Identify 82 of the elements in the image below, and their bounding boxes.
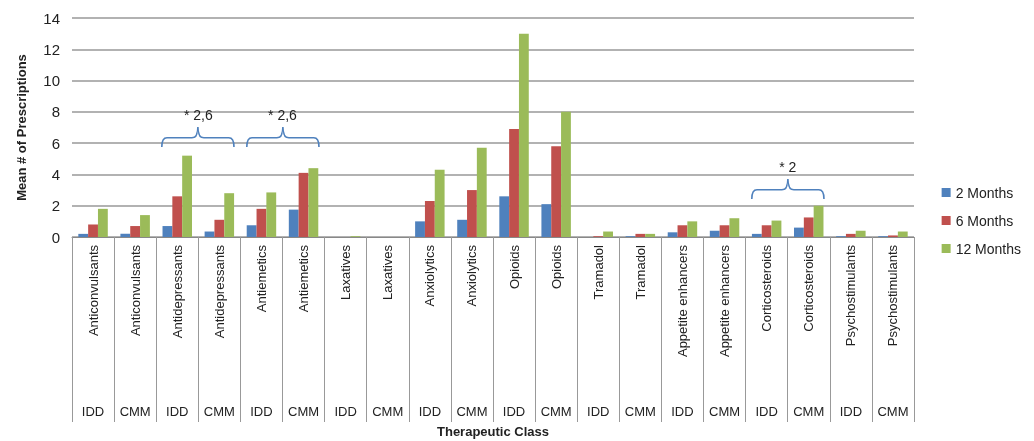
category-label: Psychostimulants IDD (839, 245, 863, 419)
category-label: Antidepressants CMM (203, 245, 235, 419)
bar (518, 33, 529, 237)
y-tick-label: 12 (43, 40, 60, 58)
y-tick-label: 6 (51, 134, 60, 152)
bar (813, 205, 824, 237)
annotation: * 2 (779, 158, 797, 175)
bar (78, 233, 89, 237)
category-label: Antiemetics CMM (288, 245, 320, 419)
bar (476, 147, 487, 237)
bar (687, 221, 698, 237)
bar (467, 190, 477, 237)
bar (120, 233, 131, 237)
bar (719, 225, 730, 237)
bar (130, 226, 141, 237)
bar (645, 233, 656, 237)
annotation: * 2,6 (183, 106, 213, 123)
bar (88, 224, 98, 237)
bar (140, 215, 150, 237)
bar (415, 221, 425, 237)
category-label: Tramadol CMM (624, 245, 656, 419)
bar (729, 218, 740, 237)
bar (855, 230, 866, 237)
bar (434, 169, 445, 237)
bar (97, 208, 108, 237)
bar (667, 232, 678, 237)
category-label: Antiemetics IDD (250, 245, 273, 419)
category-label: Antidepressants IDD (166, 245, 189, 419)
y-tick-label: 14 (43, 9, 60, 27)
legend-label: 6 Months (955, 212, 1014, 229)
bar (551, 146, 562, 237)
bar (761, 225, 772, 237)
bar (709, 230, 720, 237)
y-tick-label: 4 (51, 165, 60, 183)
bar (561, 111, 571, 237)
bar (288, 209, 299, 237)
bar (172, 196, 183, 237)
bar (214, 219, 225, 237)
bar (298, 172, 309, 237)
bar (266, 192, 277, 237)
bar (457, 219, 468, 237)
category-label: Anticonvulsants CMM (119, 245, 151, 419)
bar (845, 233, 856, 237)
bar (256, 208, 267, 237)
bar (308, 168, 319, 237)
bar (751, 233, 762, 237)
category-label: Laxatives IDD (334, 245, 357, 419)
bar (499, 196, 510, 237)
category-label: Tramadol IDD (587, 245, 610, 419)
bar (162, 226, 173, 237)
bar (246, 225, 257, 237)
bar (635, 233, 646, 237)
bar (224, 193, 235, 237)
bar (424, 201, 435, 237)
category-label: Anxiolytics IDD (418, 245, 442, 419)
category-label: Anxiolytics CMM (456, 245, 488, 419)
category-label: Opioids IDD (502, 245, 526, 419)
category-label: Corticosteroids CMM (793, 245, 825, 419)
category-label: Laxatives CMM (372, 245, 404, 419)
category-label: Opioids CMM (540, 245, 572, 419)
category-label: Psychostimulants CMM (877, 245, 909, 419)
bar (677, 225, 688, 237)
bar (509, 129, 519, 237)
bar (182, 155, 192, 237)
annotation: * 2,6 (268, 106, 298, 123)
y-tick-label: 0 (51, 228, 60, 246)
category-label: Corticosteroids IDD (755, 245, 778, 419)
category-label: Anticonvulsants IDD (81, 245, 105, 419)
y-tick-label: 10 (43, 72, 60, 90)
y-axis-title: Mean # of Prescriptions (14, 54, 29, 201)
text: Therapeutic Class (437, 423, 549, 439)
bar (897, 231, 908, 237)
category-label: Appetite enhancers IDD (671, 245, 694, 419)
bar (541, 204, 552, 237)
y-tick-label: 8 (51, 103, 60, 121)
bar (803, 217, 814, 237)
legend-label: 12 Months (955, 240, 1021, 257)
category-label: Appetite enhancers CMM (709, 245, 741, 419)
y-tick-label: 2 (51, 197, 60, 215)
legend-label: 2 Months (955, 184, 1014, 201)
bar (603, 231, 613, 237)
bar (794, 227, 804, 237)
